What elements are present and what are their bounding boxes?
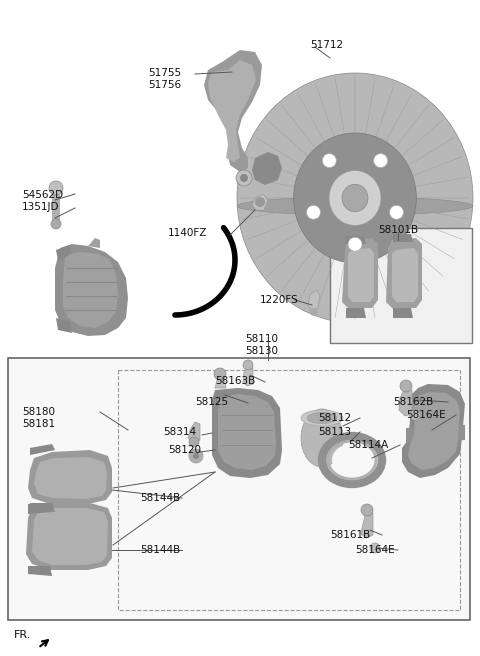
Circle shape: [323, 154, 336, 167]
Text: 58144B: 58144B: [140, 545, 180, 555]
Text: 58164E: 58164E: [406, 410, 445, 420]
Ellipse shape: [294, 133, 416, 263]
Text: 1351JD: 1351JD: [22, 202, 60, 212]
Ellipse shape: [307, 413, 337, 424]
Text: 51755
51756: 51755 51756: [148, 68, 181, 90]
Polygon shape: [56, 245, 72, 260]
Circle shape: [310, 308, 318, 316]
Text: 58114A: 58114A: [348, 440, 388, 450]
Text: 58164E: 58164E: [355, 545, 395, 555]
Polygon shape: [402, 384, 465, 478]
Ellipse shape: [329, 171, 381, 226]
Circle shape: [214, 368, 226, 380]
Polygon shape: [348, 248, 374, 302]
Text: 58120: 58120: [168, 445, 201, 455]
Text: 54562D: 54562D: [22, 190, 63, 200]
Text: 58161B: 58161B: [330, 530, 370, 540]
Text: 58162B: 58162B: [393, 397, 433, 407]
Polygon shape: [188, 422, 200, 442]
Polygon shape: [408, 392, 460, 470]
Polygon shape: [52, 190, 60, 222]
Polygon shape: [208, 60, 256, 162]
Polygon shape: [399, 388, 412, 416]
Text: FR.: FR.: [14, 630, 31, 640]
Polygon shape: [34, 457, 107, 499]
Polygon shape: [346, 236, 366, 244]
Polygon shape: [361, 512, 373, 538]
Polygon shape: [28, 450, 112, 504]
Ellipse shape: [301, 409, 343, 467]
Polygon shape: [56, 318, 72, 333]
Polygon shape: [252, 152, 282, 185]
Text: 58110
58130: 58110 58130: [245, 334, 278, 356]
Polygon shape: [386, 238, 422, 308]
Text: 1220FS: 1220FS: [260, 295, 299, 305]
Polygon shape: [243, 366, 253, 386]
Ellipse shape: [237, 73, 473, 323]
Polygon shape: [406, 425, 465, 443]
Polygon shape: [88, 238, 100, 248]
Polygon shape: [30, 444, 55, 455]
Polygon shape: [212, 388, 282, 478]
Text: 58144B: 58144B: [140, 493, 180, 503]
Polygon shape: [308, 290, 320, 310]
Text: 58101B: 58101B: [378, 225, 418, 235]
Polygon shape: [393, 308, 413, 318]
Polygon shape: [32, 508, 108, 565]
Text: 58163B: 58163B: [215, 376, 255, 386]
Polygon shape: [204, 50, 262, 172]
Circle shape: [240, 174, 248, 182]
Circle shape: [370, 543, 380, 553]
Text: 51712: 51712: [310, 40, 343, 50]
Ellipse shape: [237, 197, 473, 215]
Circle shape: [236, 170, 252, 186]
Polygon shape: [215, 376, 226, 388]
Text: 58180
58181: 58180 58181: [22, 407, 55, 428]
Polygon shape: [30, 503, 55, 512]
FancyBboxPatch shape: [8, 358, 470, 620]
Circle shape: [373, 154, 388, 167]
Polygon shape: [252, 194, 268, 210]
Polygon shape: [346, 308, 366, 318]
Circle shape: [410, 410, 420, 420]
Circle shape: [193, 453, 199, 459]
Text: 58112: 58112: [318, 413, 351, 423]
Circle shape: [400, 380, 412, 392]
Text: 1140FZ: 1140FZ: [168, 228, 207, 238]
Text: 58314: 58314: [163, 427, 196, 437]
Circle shape: [243, 360, 253, 370]
Text: 58113: 58113: [318, 427, 351, 437]
Polygon shape: [28, 566, 52, 576]
Circle shape: [49, 181, 63, 195]
Polygon shape: [342, 238, 378, 308]
Circle shape: [189, 437, 199, 447]
Ellipse shape: [342, 184, 368, 212]
Polygon shape: [63, 252, 118, 328]
Circle shape: [348, 237, 362, 251]
Text: 58125: 58125: [195, 397, 228, 407]
Circle shape: [306, 205, 321, 219]
Circle shape: [361, 504, 373, 516]
Polygon shape: [55, 244, 128, 336]
Polygon shape: [26, 503, 112, 570]
FancyBboxPatch shape: [330, 228, 472, 343]
Polygon shape: [218, 394, 276, 470]
Polygon shape: [28, 503, 52, 514]
Circle shape: [189, 449, 203, 463]
Polygon shape: [393, 234, 413, 242]
Ellipse shape: [301, 410, 343, 426]
Circle shape: [51, 219, 61, 229]
Polygon shape: [392, 248, 418, 302]
Circle shape: [390, 205, 404, 219]
Ellipse shape: [332, 444, 372, 476]
Circle shape: [255, 197, 265, 207]
